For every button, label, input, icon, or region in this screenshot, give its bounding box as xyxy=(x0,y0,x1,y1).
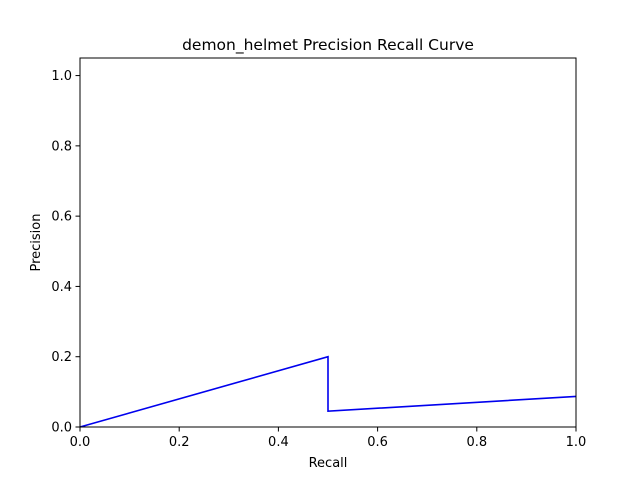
series-layer xyxy=(79,355,577,428)
x-tick-label: 0.6 xyxy=(367,435,388,450)
y-tick-label: 0.8 xyxy=(51,139,72,154)
y-tick-label: 0.2 xyxy=(51,350,72,365)
x-axis-label: Recall xyxy=(309,456,348,471)
x-tick-label: 0.8 xyxy=(466,435,487,450)
x-axis-ticks: 0.0 0.2 0.4 0.6 0.8 1.0 xyxy=(70,427,587,450)
y-axis-label: Precision xyxy=(29,213,44,271)
x-tick-label: 0.0 xyxy=(70,435,91,450)
chart-title: demon_helmet Precision Recall Curve xyxy=(182,36,474,55)
y-tick-label: 0.6 xyxy=(51,210,72,225)
y-axis-ticks: 0.0 0.2 0.4 0.6 0.8 1.0 xyxy=(51,69,80,436)
y-tick-label: 1.0 xyxy=(51,69,72,84)
x-tick-label: 1.0 xyxy=(566,435,587,450)
x-tick-label: 0.4 xyxy=(268,435,289,450)
precision-recall-line xyxy=(79,355,577,428)
plot-frame xyxy=(79,57,577,428)
x-tick-label: 0.2 xyxy=(169,435,190,450)
y-tick-label: 0.4 xyxy=(51,280,72,295)
y-tick-label: 0.0 xyxy=(51,421,72,436)
